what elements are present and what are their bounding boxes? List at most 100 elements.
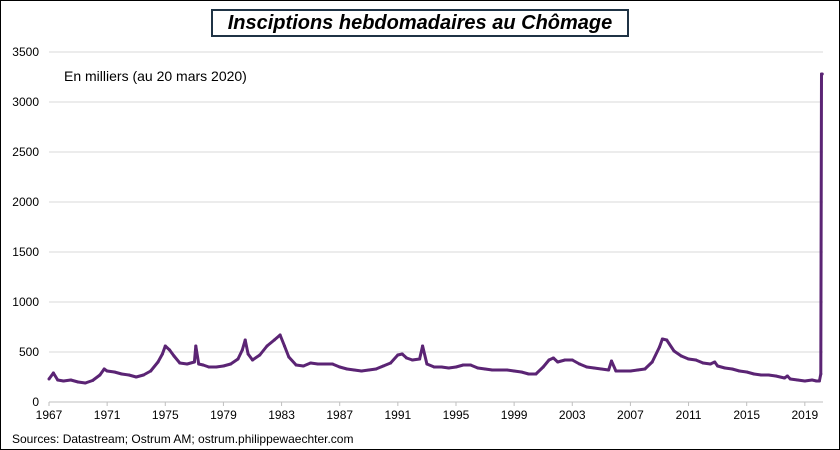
- data-point: [316, 362, 320, 366]
- data-point: [47, 377, 51, 381]
- data-point: [541, 365, 545, 369]
- data-point: [98, 373, 102, 377]
- data-point: [172, 354, 176, 358]
- data-point: [160, 352, 164, 356]
- data-point: [236, 357, 240, 361]
- data-point: [91, 379, 95, 382]
- x-tick-label: 1971: [94, 408, 121, 422]
- chart-annotation: En milliers (au 20 mars 2020): [64, 68, 247, 84]
- data-point: [607, 368, 611, 372]
- x-tick-label: 1987: [326, 408, 353, 422]
- data-point: [614, 369, 618, 373]
- data-point: [708, 362, 712, 366]
- y-tick-label: 500: [19, 345, 39, 359]
- data-point: [396, 353, 400, 357]
- data-point: [120, 372, 124, 376]
- data-point: [782, 376, 786, 380]
- data-point: [301, 364, 305, 368]
- data-point: [636, 368, 640, 372]
- y-axis-tick-labels: 0 500 1000 1500 2000 2500 3000 3500: [12, 45, 39, 409]
- y-tick-label: 2500: [12, 145, 39, 159]
- data-point: [701, 361, 705, 365]
- data-point: [713, 360, 717, 364]
- data-point: [759, 373, 763, 377]
- data-point: [265, 344, 269, 348]
- data-point: [803, 379, 807, 383]
- x-tick-label: 1995: [443, 408, 470, 422]
- data-point: [156, 360, 160, 364]
- data-point: [178, 361, 182, 365]
- data-point: [197, 362, 201, 366]
- data-point: [421, 344, 425, 348]
- x-tick-label: 1967: [36, 408, 63, 422]
- data-point: [194, 344, 198, 348]
- data-point: [432, 365, 436, 369]
- source-note: Sources: Datastream; Ostrum AM; ostrum.p…: [12, 432, 354, 446]
- y-tick-label: 2000: [12, 195, 39, 209]
- x-tick-label: 2003: [559, 408, 586, 422]
- data-point: [672, 349, 676, 353]
- data-point: [599, 367, 603, 371]
- data-point: [214, 365, 218, 369]
- data-point: [723, 366, 727, 370]
- data-point: [679, 354, 683, 358]
- data-point: [374, 367, 378, 371]
- data-point: [141, 373, 145, 377]
- data-point: [439, 365, 443, 369]
- data-point: [461, 363, 465, 367]
- data-point: [665, 338, 669, 342]
- data-point: [309, 361, 313, 365]
- data-point: [250, 358, 254, 362]
- data-point: [287, 355, 291, 359]
- data-point: [168, 348, 172, 352]
- data-point: [774, 374, 778, 378]
- data-point: [534, 372, 538, 376]
- data-point: [610, 359, 614, 363]
- data-point: [185, 362, 189, 366]
- data-point: [454, 365, 458, 369]
- data-point: [527, 372, 531, 376]
- data-point: [730, 367, 734, 371]
- data-point: [820, 72, 824, 76]
- data-point: [687, 357, 691, 361]
- x-tick-label: 2019: [791, 408, 818, 422]
- data-point: [102, 367, 106, 371]
- data-point: [207, 365, 211, 369]
- x-tick-label: 1979: [210, 408, 237, 422]
- data-point: [338, 365, 342, 369]
- data-point: [381, 364, 385, 368]
- data-point: [243, 338, 247, 342]
- y-tick-label: 1000: [12, 295, 39, 309]
- data-point: [556, 360, 560, 364]
- data-point: [621, 369, 625, 373]
- data-point: [796, 378, 800, 382]
- x-tick-label: 1983: [268, 408, 295, 422]
- data-point: [282, 344, 286, 348]
- x-tick-label: 1975: [152, 408, 179, 422]
- data-point: [788, 377, 792, 381]
- data-point: [650, 360, 654, 364]
- data-point: [278, 333, 282, 337]
- data-point: [490, 368, 494, 372]
- data-point: [405, 356, 409, 360]
- data-point: [563, 358, 567, 362]
- data-point: [221, 364, 225, 368]
- data-point: [425, 362, 429, 366]
- data-point: [660, 337, 664, 341]
- data-point: [694, 358, 698, 362]
- data-point: [745, 370, 749, 374]
- data-point: [246, 352, 250, 356]
- data-point: [192, 360, 196, 364]
- data-point: [469, 363, 473, 367]
- data-point: [447, 366, 451, 370]
- data-point: [330, 362, 334, 366]
- data-point: [323, 362, 327, 366]
- data-point: [716, 364, 720, 368]
- data-point: [163, 344, 167, 348]
- data-point: [272, 338, 276, 342]
- x-tick-label: 2015: [733, 408, 760, 422]
- data-point: [766, 373, 770, 377]
- series-points: [47, 72, 824, 385]
- data-point: [410, 358, 414, 362]
